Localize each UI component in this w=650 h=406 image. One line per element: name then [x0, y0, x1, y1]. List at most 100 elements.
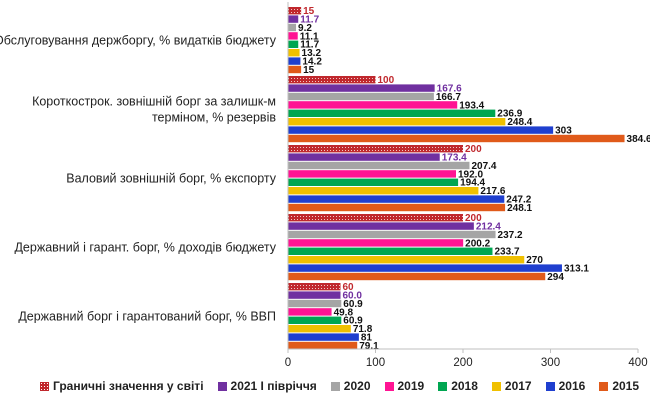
bar [288, 92, 434, 101]
legend-label: 2017 [504, 379, 532, 393]
bar-value-label: 81 [361, 333, 373, 344]
bar [288, 49, 300, 57]
bar [288, 7, 302, 15]
legend-label: 2018 [451, 379, 478, 393]
category-label: Короткострок. зовнішній борг за залишк-м… [32, 95, 276, 125]
bar [288, 101, 458, 109]
bar [288, 153, 440, 161]
bar-value-label: 71.8 [353, 324, 373, 335]
bar [288, 76, 376, 84]
bar-value-label: 60 [343, 282, 355, 293]
legend-item: 2021 І півріччя [217, 379, 317, 393]
bar [288, 195, 505, 203]
bar-value-label: 192.0 [458, 169, 483, 180]
bar [288, 341, 358, 350]
legend-label: 2015 [612, 379, 640, 393]
bar [288, 308, 332, 316]
bar-value-label: 60.9 [343, 299, 363, 310]
bar-value-label: 173.4 [442, 153, 467, 164]
x-tick-label: 300 [541, 357, 560, 369]
bar [288, 126, 554, 134]
bar [288, 178, 459, 186]
bar-value-label: 11.7 [300, 40, 319, 51]
bar-value-label: 200.2 [465, 238, 490, 249]
bar-value-label: 248.4 [507, 117, 532, 128]
bar-value-label: 9.2 [298, 23, 312, 34]
bar-value-label: 247.2 [506, 195, 531, 206]
legend-item: 2020 [330, 379, 371, 393]
bars: 151002002006011.7167.6173.4212.460.09.21… [288, 6, 650, 352]
x-tick-label: 200 [453, 357, 472, 369]
bar [288, 187, 479, 195]
bar [288, 109, 496, 117]
bar-value-label: 303 [555, 126, 572, 137]
bar-value-label: 212.4 [476, 222, 501, 233]
bar [288, 264, 562, 272]
bar [288, 65, 302, 74]
bar [288, 32, 298, 40]
category-label-line: Валовий зовнішній борг, % експорту [66, 172, 276, 186]
bar-value-label: 194.4 [460, 178, 485, 189]
legend-item: 2017 [491, 379, 532, 393]
bar-value-label: 11.7 [300, 15, 319, 26]
bar-value-label: 167.6 [437, 84, 462, 95]
bar [288, 283, 341, 291]
legend-item: 2016 [545, 379, 586, 393]
bar-value-label: 79.1 [359, 341, 379, 352]
category-label: Валовий зовнішній борг, % експорту [66, 172, 276, 186]
bar-value-label: 200 [465, 144, 482, 155]
x-axis: 0 100 200 300 400 [285, 2, 648, 369]
bar-value-label: 248.1 [507, 203, 532, 214]
bar-value-label: 233.7 [494, 247, 519, 258]
bar [288, 203, 506, 212]
bar [288, 57, 301, 65]
legend-swatch [438, 381, 448, 391]
legend-swatch [491, 381, 501, 391]
bar [288, 23, 297, 32]
legend-label: 2016 [558, 379, 586, 393]
bar-value-label: 11.1 [300, 31, 319, 42]
bar [288, 333, 359, 341]
legend-label: 2019 [397, 379, 425, 393]
bar-value-label: 49.8 [334, 307, 354, 318]
legend-item: Граничні значення у світі [40, 379, 204, 393]
legend-label: 2021 І півріччя [230, 379, 317, 393]
legend-item: 2015 [599, 379, 639, 393]
bar-value-label: 13.2 [302, 48, 322, 59]
category-label: Державний борг і гарантований борг, % ВВ… [18, 310, 276, 324]
bar [288, 256, 525, 264]
bar [288, 325, 351, 333]
legend-item: 2018 [438, 379, 478, 393]
bar-value-label: 384.6 [627, 134, 650, 145]
bar-value-label: 14.2 [302, 57, 322, 68]
bar [288, 15, 299, 23]
bar [288, 161, 470, 170]
category-labels: Обслуговування держборгу, % видатків бюд… [0, 34, 277, 324]
legend-swatch [384, 381, 394, 391]
bar [288, 222, 474, 230]
bar [288, 134, 625, 143]
bar-value-label: 237.2 [498, 230, 523, 241]
bar [288, 316, 342, 324]
bar-value-label: 60.0 [343, 291, 363, 302]
x-tick-label: 400 [628, 357, 647, 369]
legend-swatch [40, 381, 49, 391]
bar [288, 247, 493, 255]
x-tick-label: 100 [366, 357, 385, 369]
bar [288, 145, 463, 153]
bar-value-label: 60.9 [343, 316, 363, 327]
category-label: Державний і гарант. борг, % доходів бюдж… [14, 241, 276, 255]
bar-value-label: 166.7 [436, 92, 461, 103]
legend-swatch [330, 381, 340, 391]
bar [288, 118, 506, 126]
bar-value-label: 15 [303, 6, 315, 17]
legend-swatch [545, 381, 555, 391]
bar-value-label: 313.1 [564, 264, 589, 275]
bar-value-label: 207.4 [471, 161, 496, 172]
category-label-line: Короткострок. зовнішній борг за залишк-м [32, 95, 276, 109]
legend-label: Граничні значення у світі [53, 379, 204, 393]
legend-label: 2020 [343, 379, 371, 393]
bar [288, 230, 496, 239]
category-label-line: Державний і гарант. борг, % доходів бюдж… [14, 241, 276, 255]
